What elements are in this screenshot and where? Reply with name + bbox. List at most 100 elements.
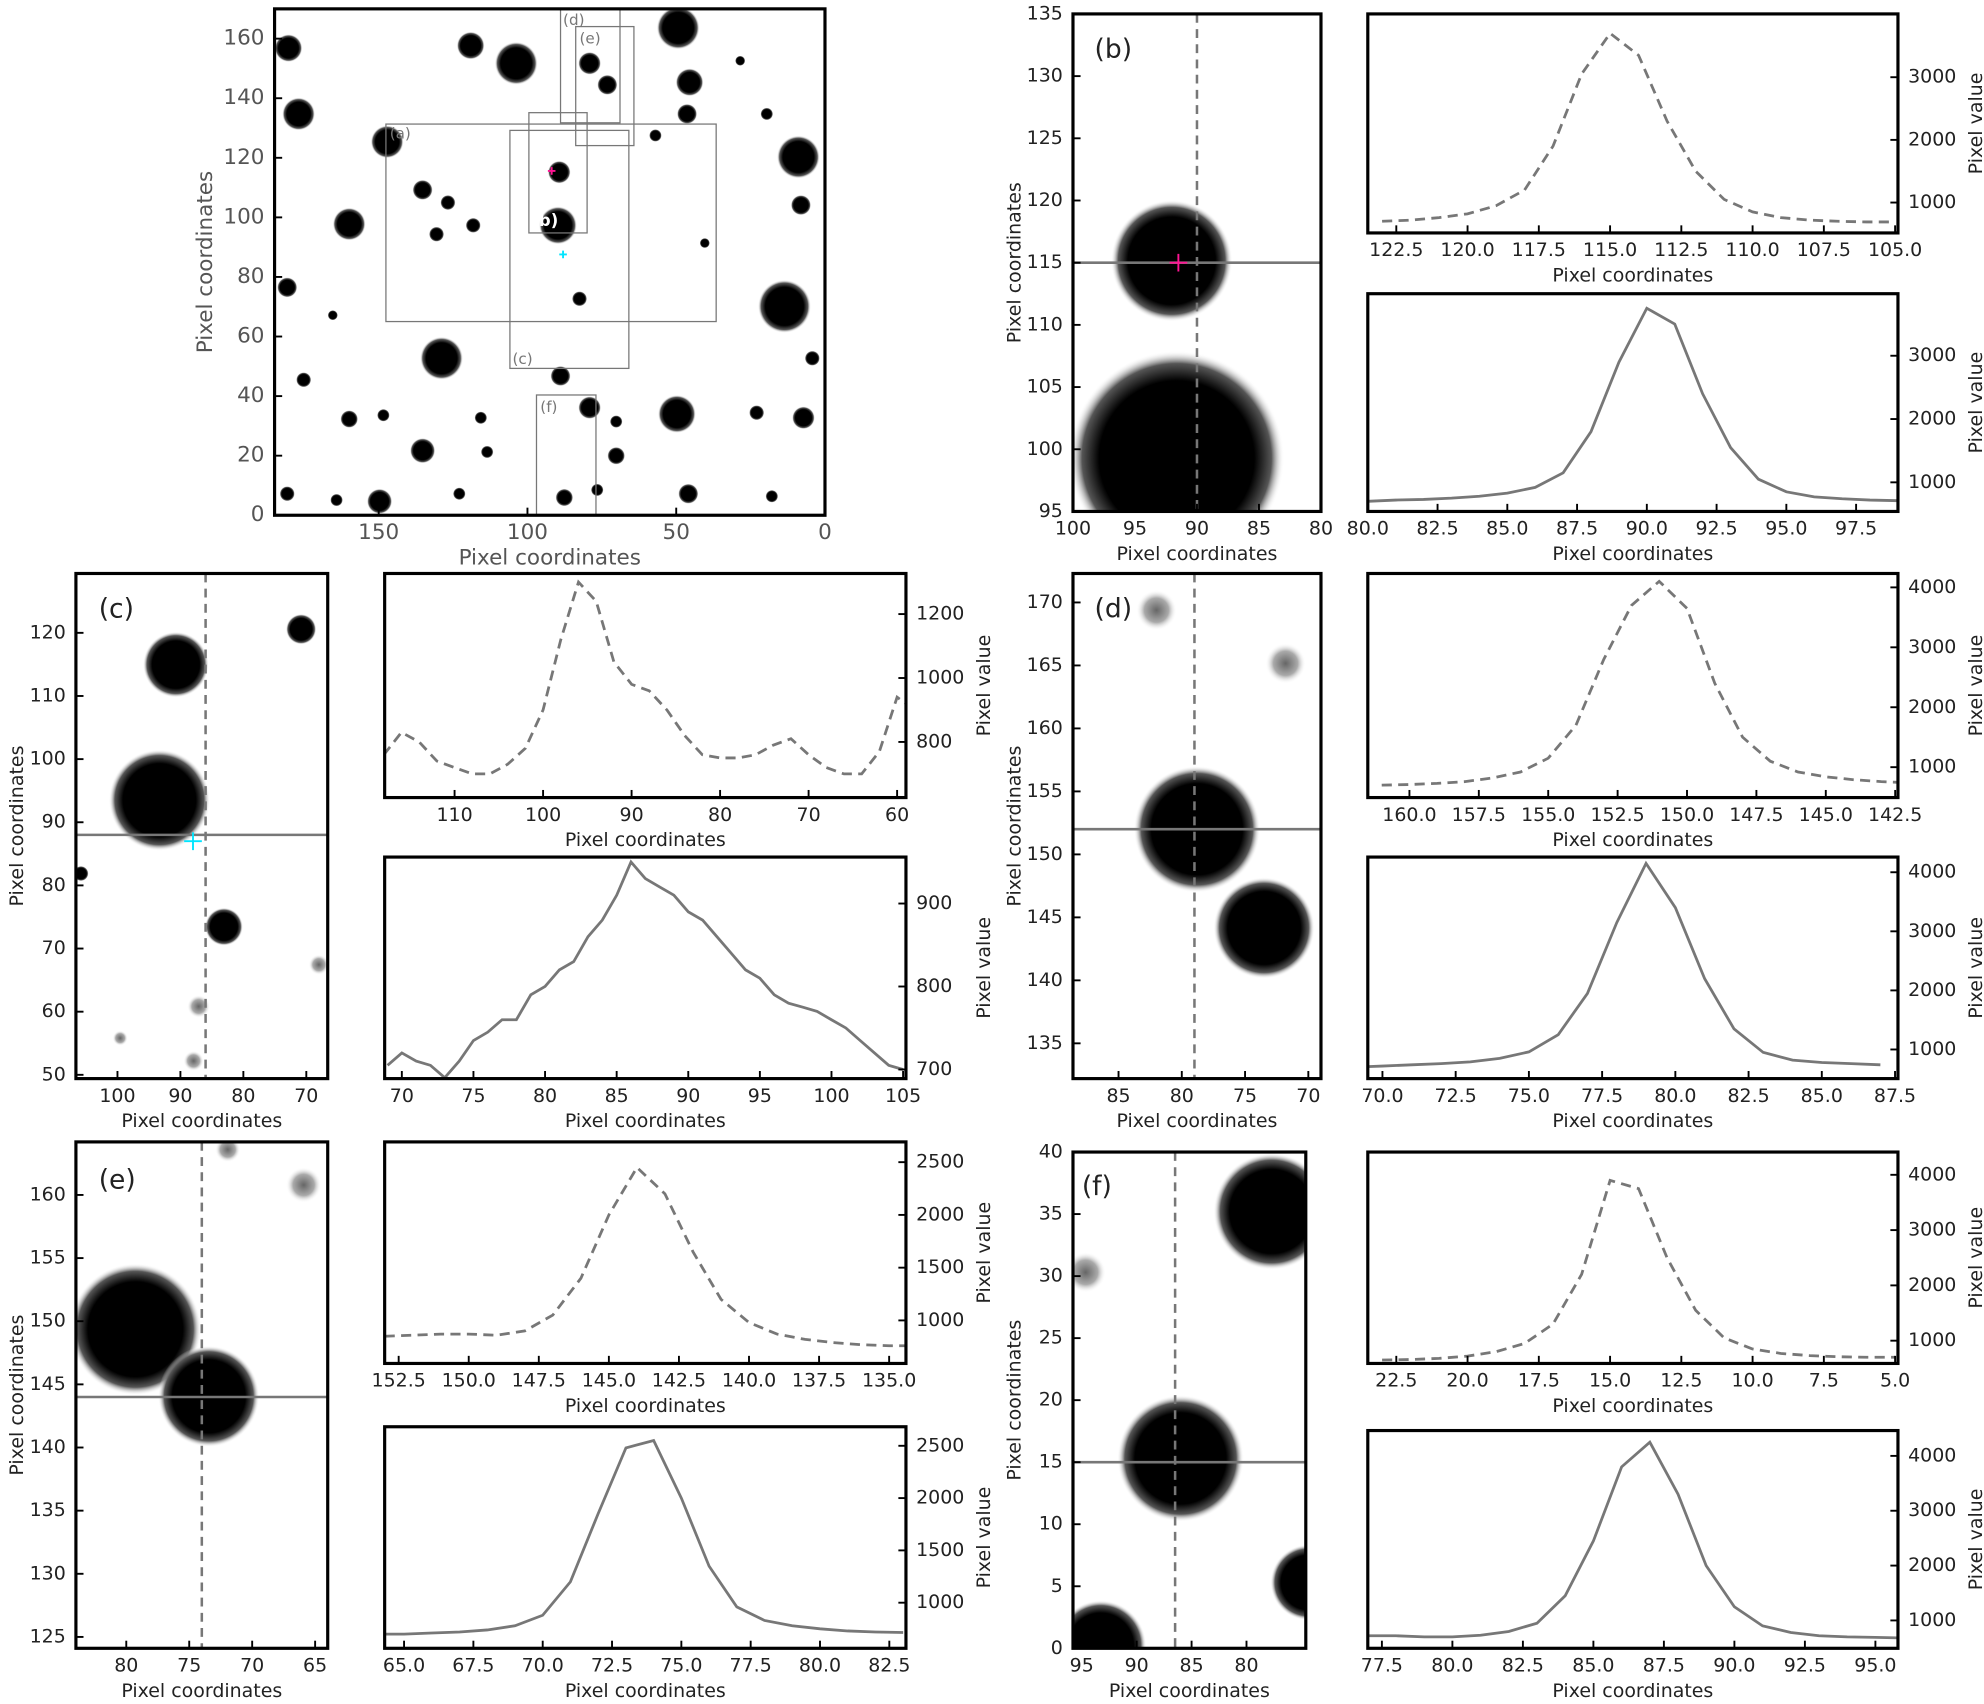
- marker: [547, 167, 556, 175]
- x-tick-label: 107.5: [1797, 239, 1851, 261]
- x-axis-label: Pixel coordinates: [1109, 1680, 1270, 1702]
- y-tick-label: 155: [30, 1247, 66, 1269]
- axes-frame: [383, 1425, 908, 1650]
- y-axis-label: Pixel coordinates: [193, 171, 218, 353]
- y-tick-label: 115: [1027, 251, 1063, 273]
- x-tick-label: 70: [1296, 1085, 1320, 1107]
- y-tick-label: 125: [1027, 127, 1063, 149]
- x-tick-label: 100: [99, 1085, 135, 1107]
- y-tick-label: 800: [916, 975, 952, 997]
- y-tick-label: 2500: [916, 1434, 964, 1456]
- y-tick-label: 150: [1027, 843, 1063, 865]
- y-tick-label: 1000: [1908, 471, 1956, 493]
- star: [675, 68, 704, 97]
- x-tick-label: 75: [461, 1085, 485, 1107]
- x-tick-label: 77.5: [1361, 1655, 1403, 1677]
- x-tick-label: 80: [533, 1085, 557, 1107]
- axes-frame: [1366, 571, 1900, 800]
- y-axis-label: Pixel value: [973, 917, 995, 1019]
- x-tick-label: 80: [114, 1655, 138, 1677]
- x-tick-label: 82.5: [1416, 518, 1458, 540]
- y-axis-label: Pixel value: [1965, 635, 1984, 737]
- y-tick-label: 3000: [1908, 920, 1956, 942]
- y-tick-label: 2000: [1908, 979, 1956, 1001]
- region-box: [575, 25, 635, 147]
- y-tick-label: 1000: [916, 1591, 964, 1613]
- y-tick-label: 800: [916, 730, 952, 752]
- star: [456, 31, 485, 60]
- y-tick-label: 145: [1027, 906, 1063, 928]
- panel: 80.0 82.5 85.0 87.5 90.0 92.5 95.0 97.5 1000 2000…: [1347, 292, 1984, 565]
- region-label: (f): [540, 398, 557, 416]
- y-tick-label: 135: [1027, 2, 1063, 24]
- x-tick-label: 100: [507, 520, 548, 545]
- y-tick-label: 100: [1027, 438, 1063, 460]
- x-tick-label: 110.0: [1725, 239, 1779, 261]
- x-tick-label: 90: [168, 1085, 192, 1107]
- x-tick-label: 115.0: [1583, 239, 1637, 261]
- y-tick-label: 1000: [1908, 756, 1956, 778]
- panel: 77.5 80.0 82.5 85.0 87.5 90.0 92.5 95.0 1000 2000…: [1361, 1428, 1984, 1702]
- star: [340, 410, 359, 428]
- star: [296, 372, 312, 388]
- image: [75, 573, 328, 1079]
- star: [657, 394, 696, 433]
- x-tick-label: 100: [813, 1085, 849, 1107]
- x-tick-label: 70: [294, 1085, 318, 1107]
- y-axis-label: Pixel value: [1965, 1489, 1984, 1591]
- star: [112, 1030, 128, 1046]
- star: [792, 406, 815, 430]
- y-tick-label: 2000: [1908, 1274, 1956, 1296]
- x-tick-label: 122.5: [1369, 239, 1423, 261]
- star: [327, 310, 338, 321]
- x-tick-label: 150.0: [442, 1370, 496, 1392]
- star: [428, 226, 445, 242]
- star: [776, 135, 820, 179]
- x-tick-label: 80.0: [1431, 1655, 1473, 1677]
- panel: 122.5 120.0 117.5 115.0 112.5 110.0 107.5 105.0…: [1366, 12, 1984, 286]
- y-tick-label: 1200: [916, 603, 964, 625]
- x-tick-label: 85: [1247, 518, 1271, 540]
- x-tick-label: 150.0: [1660, 804, 1714, 826]
- axes-frame: [74, 1140, 330, 1650]
- star: [678, 483, 699, 504]
- image: [1072, 1152, 1306, 1649]
- x-tick-label: 70: [240, 1655, 264, 1677]
- y-tick-label: 130: [30, 1562, 66, 1584]
- x-tick-label: 90: [1185, 518, 1209, 540]
- star: [590, 483, 604, 497]
- star: [607, 446, 626, 465]
- x-tick-label: 145.0: [1799, 804, 1853, 826]
- axes-frame: [1366, 855, 1900, 1081]
- x-tick-label: 110: [436, 804, 472, 826]
- x-axis-label: Pixel coordinates: [459, 545, 641, 570]
- x-tick-label: 82.5: [1727, 1085, 1769, 1107]
- star: [609, 415, 623, 428]
- star: [760, 107, 774, 121]
- panel-label: (b): [1094, 34, 1132, 65]
- image: [1072, 13, 1321, 512]
- star: [330, 493, 343, 507]
- star: [75, 1263, 202, 1396]
- y-axis-label: Pixel value: [1965, 917, 1984, 1019]
- panel: 160.0 157.5 155.0 152.5 150.0 147.5 145.0 142.5…: [1366, 571, 1984, 851]
- y-tick-label: 100: [30, 748, 66, 770]
- panel-label: (f): [1082, 1171, 1112, 1202]
- x-tick-label: 80.0: [1654, 1085, 1696, 1107]
- y-tick-label: 90: [42, 811, 66, 833]
- x-tick-label: 10.0: [1731, 1370, 1773, 1392]
- y-tick-label: 80: [237, 264, 264, 289]
- x-axis-label: Pixel coordinates: [1117, 1110, 1278, 1132]
- y-tick-label: 35: [1039, 1203, 1063, 1225]
- y-axis-label: Pixel coordinates: [1003, 182, 1025, 343]
- axes-frame: [74, 571, 330, 1081]
- star: [420, 336, 464, 380]
- panel: 100 95 90 85 8095100105110115120125130135Pix…: [1003, 2, 1333, 565]
- profile-line: [1381, 579, 1898, 787]
- region-box: [535, 394, 597, 516]
- x-tick-label: 85: [1106, 1085, 1130, 1107]
- panel-label: (c): [99, 594, 134, 625]
- y-tick-label: 5: [1051, 1575, 1063, 1597]
- y-tick-label: 700: [916, 1058, 952, 1080]
- profile-line: [384, 1438, 904, 1636]
